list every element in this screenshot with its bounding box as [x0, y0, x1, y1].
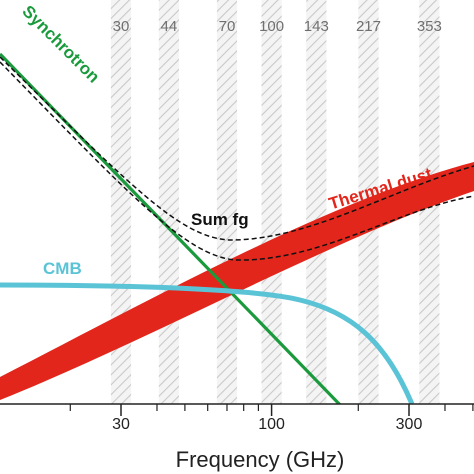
sum-fg-annotation: Sum fg: [191, 210, 249, 229]
band-30: [110, 0, 132, 404]
sum-fg-upper: [0, 56, 474, 241]
band-44: [158, 0, 179, 404]
band-143: [306, 0, 327, 404]
cmb-annotation: CMB: [43, 259, 82, 278]
tick-label-30: 30: [112, 416, 130, 433]
x-axis-label: Frequency (GHz): [176, 447, 345, 472]
x-axis-ticks: 30 100 300: [69, 404, 474, 433]
frequency-band-labels: 30 44 70 100 143 217 353: [113, 18, 442, 35]
band-70: [216, 0, 238, 404]
band-label-100: 100: [259, 18, 284, 35]
cmb-curve: [0, 282, 415, 404]
band-label-353: 353: [417, 18, 442, 35]
band-label-30: 30: [113, 18, 130, 35]
tick-label-300: 300: [396, 416, 423, 433]
tick-label-100: 100: [258, 416, 285, 433]
sum-fg-lower: [0, 61, 474, 261]
band-label-70: 70: [219, 18, 236, 35]
band-label-217: 217: [356, 18, 381, 35]
band-label-44: 44: [161, 18, 178, 35]
thermal-dust-band: [0, 162, 474, 400]
band-label-143: 143: [304, 18, 329, 35]
band-100: [261, 0, 282, 404]
spectrum-curves: [0, 52, 474, 404]
synchrotron-annotation: Synchrotron: [18, 2, 103, 87]
